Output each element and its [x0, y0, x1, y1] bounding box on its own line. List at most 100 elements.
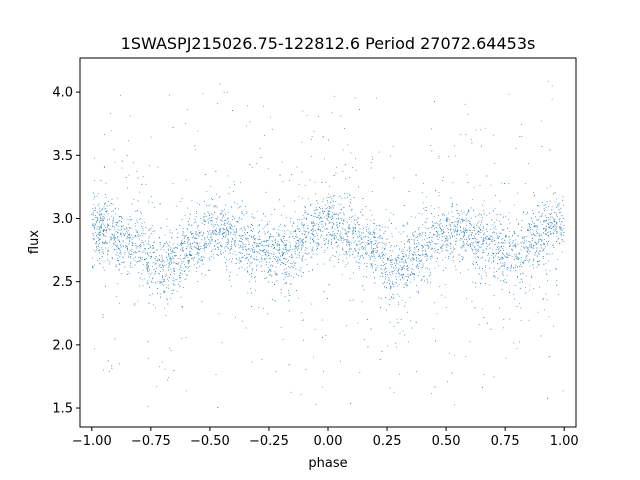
data-point: [331, 227, 333, 229]
data-point: [93, 204, 95, 205]
data-point: [393, 270, 395, 271]
data-point: [448, 258, 450, 259]
data-point: [287, 249, 288, 251]
data-point: [447, 217, 449, 219]
data-point: [435, 189, 436, 191]
data-point: [239, 240, 241, 242]
data-point: [523, 212, 525, 213]
data-point: [172, 127, 174, 128]
data-point: [520, 242, 522, 244]
data-point: [289, 310, 291, 312]
data-point: [271, 282, 273, 283]
data-point: [521, 124, 522, 125]
data-point: [163, 307, 165, 309]
data-point: [128, 256, 130, 258]
data-point: [129, 228, 131, 229]
data-point: [534, 254, 536, 256]
data-point: [189, 254, 191, 256]
data-point: [193, 259, 194, 261]
data-point: [390, 245, 392, 246]
data-point: [222, 252, 224, 254]
data-point: [430, 282, 431, 284]
data-point: [174, 262, 176, 264]
data-point: [359, 240, 361, 242]
data-point: [514, 246, 516, 248]
data-point: [304, 249, 306, 251]
data-point: [281, 272, 283, 274]
data-point: [127, 236, 128, 238]
data-point: [527, 212, 529, 214]
data-point: [173, 370, 175, 372]
data-point: [522, 243, 524, 245]
data-point: [457, 229, 458, 231]
data-point: [508, 212, 510, 214]
data-point: [426, 278, 428, 280]
data-point: [250, 250, 251, 252]
data-point: [439, 224, 441, 226]
data-point: [236, 231, 238, 233]
data-point: [363, 232, 365, 234]
data-point: [144, 248, 146, 249]
data-point: [465, 214, 467, 216]
data-point: [119, 363, 120, 365]
data-point: [98, 228, 100, 230]
data-point: [401, 258, 403, 260]
data-point: [232, 191, 234, 192]
data-point: [408, 246, 410, 248]
data-point: [293, 221, 295, 223]
data-point: [139, 251, 141, 253]
data-point: [111, 198, 113, 200]
data-point: [380, 257, 381, 259]
data-point: [493, 227, 495, 229]
data-point: [430, 258, 432, 260]
data-point: [449, 219, 451, 221]
data-point: [525, 213, 527, 215]
data-point: [355, 261, 357, 263]
data-point: [240, 181, 242, 183]
data-point: [115, 254, 117, 256]
data-point: [197, 247, 199, 249]
data-point: [420, 261, 422, 262]
data-point: [439, 253, 441, 254]
data-point: [277, 244, 279, 245]
data-point: [114, 226, 115, 228]
data-point: [261, 258, 263, 260]
data-point: [415, 322, 417, 323]
data-point: [411, 239, 412, 241]
data-point: [448, 212, 449, 214]
data-point: [481, 251, 483, 253]
data-point: [400, 279, 401, 281]
data-point: [533, 267, 534, 269]
data-point: [367, 228, 369, 230]
data-point: [141, 183, 143, 185]
data-point: [261, 245, 263, 246]
data-point: [223, 235, 224, 237]
data-point: [418, 229, 419, 231]
data-point: [557, 239, 559, 241]
data-point: [495, 252, 497, 254]
data-point: [463, 246, 465, 248]
data-point: [186, 274, 188, 275]
data-point: [423, 182, 424, 184]
data-point: [170, 259, 172, 261]
data-point: [557, 203, 559, 205]
data-point: [102, 219, 103, 221]
data-point: [169, 258, 171, 260]
data-point: [256, 250, 258, 252]
data-point: [148, 240, 150, 242]
data-point: [204, 244, 206, 245]
data-point: [241, 241, 242, 242]
data-point: [272, 261, 274, 262]
data-point: [530, 217, 532, 219]
data-point: [127, 218, 129, 220]
data-point: [345, 178, 346, 180]
data-point: [466, 238, 467, 240]
chart-title: 1SWASPJ215026.75-122812.6 Period 27072.6…: [121, 34, 536, 53]
data-point: [430, 273, 432, 275]
data-point: [338, 262, 339, 263]
data-point: [158, 272, 159, 274]
data-point: [135, 256, 136, 258]
data-point: [210, 233, 212, 235]
data-point: [221, 210, 223, 212]
data-point: [543, 244, 545, 245]
